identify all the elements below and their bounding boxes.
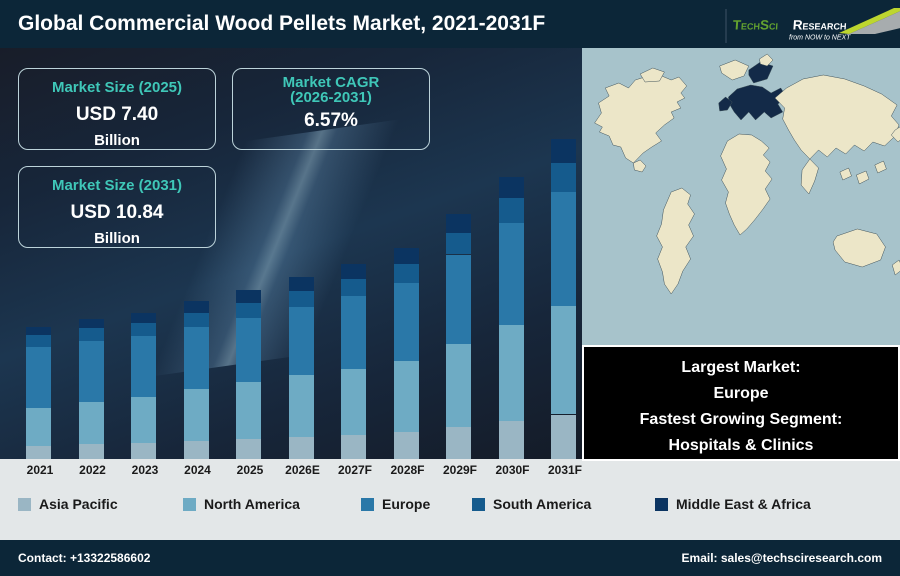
svg-text:from NOW to NEXT: from NOW to NEXT [789,35,851,42]
svg-text:RESEARCH: RESEARCH [792,18,847,33]
svg-text:TECHSCI: TECHSCI [732,18,778,33]
